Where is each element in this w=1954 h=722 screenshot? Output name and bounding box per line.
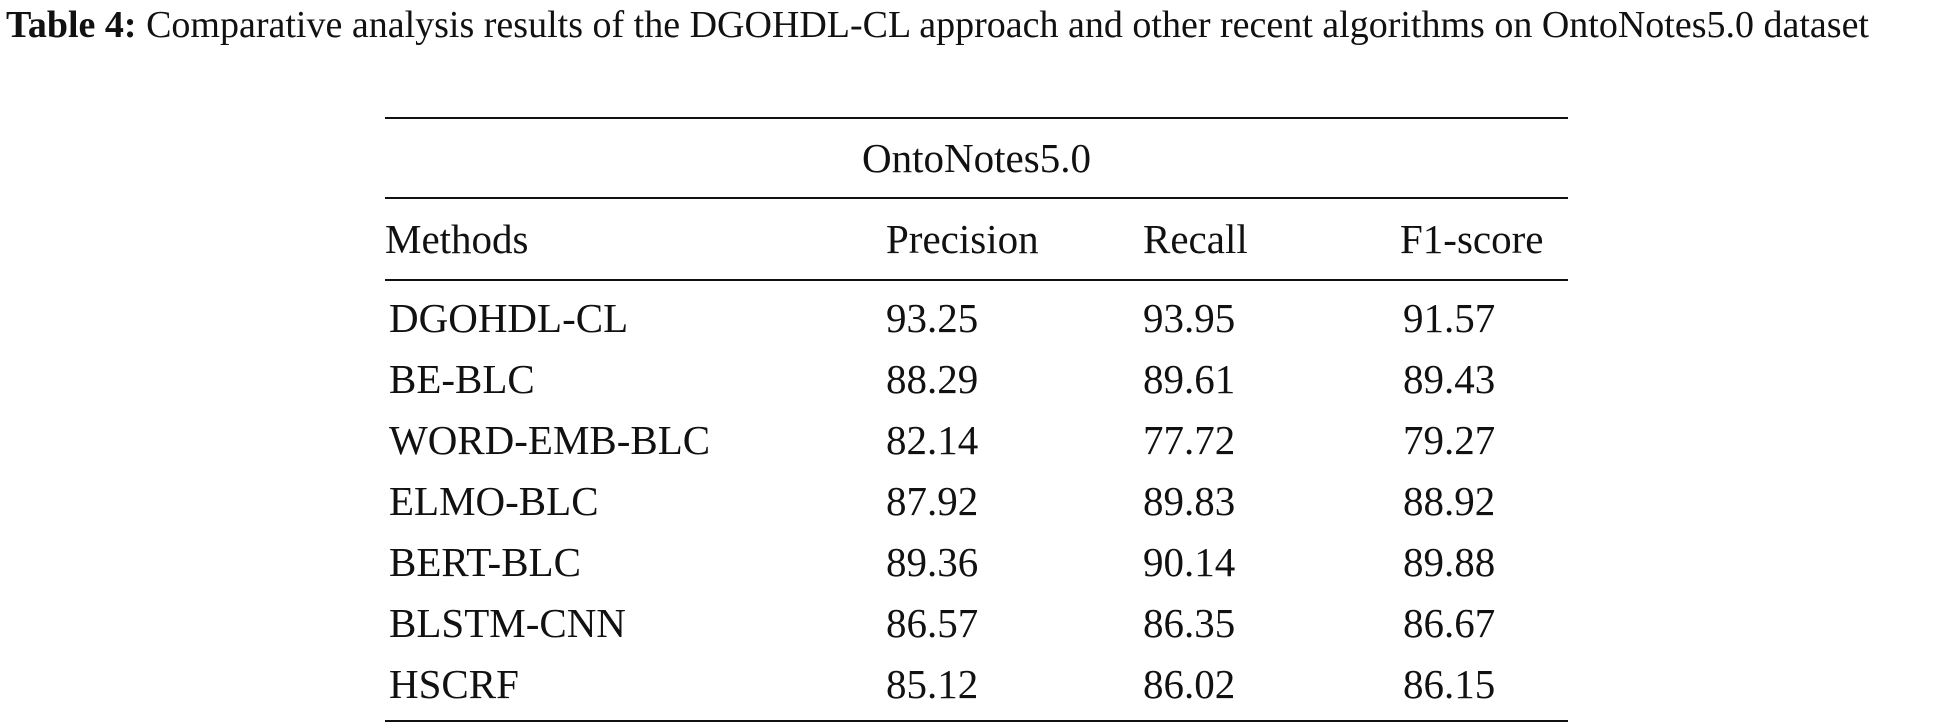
method-cell: HSCRF (385, 653, 886, 722)
recall-cell: 77.72 (1143, 416, 1236, 463)
table-caption-text: Comparative analysis results of the DGOH… (146, 4, 1869, 46)
method-cell: BERT-BLC (389, 538, 581, 585)
recall-cell: 90.14 (1143, 538, 1236, 585)
precision-cell: 88.29 (886, 355, 979, 402)
table-caption-label: Table 4: (6, 4, 137, 46)
table-row: BERT-BLC 89.36 90.14 89.88 (385, 531, 1568, 592)
column-header-precision: Precision (886, 198, 1143, 281)
method-cell: WORD-EMB-BLC (389, 416, 711, 463)
f1-cell: 86.67 (1403, 599, 1496, 646)
f1-cell: 79.27 (1403, 416, 1496, 463)
column-header-methods: Methods (385, 198, 886, 281)
table-row: WORD-EMB-BLC 82.14 77.72 79.27 (385, 409, 1568, 470)
dataset-header: OntoNotes5.0 (385, 117, 1568, 199)
method-cell: ELMO-BLC (389, 477, 599, 524)
column-header-row: Methods Precision Recall F1-score (385, 198, 1568, 281)
precision-cell: 87.92 (886, 477, 979, 524)
method-cell: BLSTM-CNN (389, 599, 626, 646)
table-caption: Table 4: Comparative analysis results of… (6, 2, 1951, 49)
results-table-container: OntoNotes5.0 Methods Precision Recall F1… (385, 117, 1568, 722)
method-cell: DGOHDL-CL (389, 294, 629, 341)
precision-cell: 89.36 (886, 538, 979, 585)
f1-cell: 91.57 (1403, 294, 1496, 341)
table-row: ELMO-BLC 87.92 89.83 88.92 (385, 470, 1568, 531)
f1-cell: 89.43 (1403, 355, 1496, 402)
precision-cell: 82.14 (886, 416, 979, 463)
results-table: OntoNotes5.0 Methods Precision Recall F1… (385, 117, 1568, 722)
table-row: BE-BLC 88.29 89.61 89.43 (385, 348, 1568, 409)
recall-cell: 86.02 (1143, 653, 1400, 722)
precision-cell: 85.12 (886, 653, 1143, 722)
table-row: HSCRF 85.12 86.02 86.15 (385, 653, 1568, 722)
table-row: BLSTM-CNN 86.57 86.35 86.67 (385, 592, 1568, 653)
recall-cell: 89.61 (1143, 355, 1236, 402)
recall-cell: 86.35 (1143, 599, 1236, 646)
precision-cell: 86.57 (886, 599, 979, 646)
column-header-recall: Recall (1143, 198, 1400, 281)
dataset-header-row: OntoNotes5.0 (385, 117, 1568, 199)
recall-cell: 93.95 (1143, 294, 1236, 341)
method-cell: BE-BLC (389, 355, 535, 402)
f1-cell: 89.88 (1403, 538, 1496, 585)
precision-cell: 93.25 (886, 294, 979, 341)
f1-cell: 88.92 (1403, 477, 1496, 524)
f1-cell: 86.15 (1400, 653, 1568, 722)
column-header-f1-score: F1-score (1400, 198, 1568, 281)
table-row: DGOHDL-CL 93.25 93.95 91.57 (385, 280, 1568, 348)
recall-cell: 89.83 (1143, 477, 1236, 524)
